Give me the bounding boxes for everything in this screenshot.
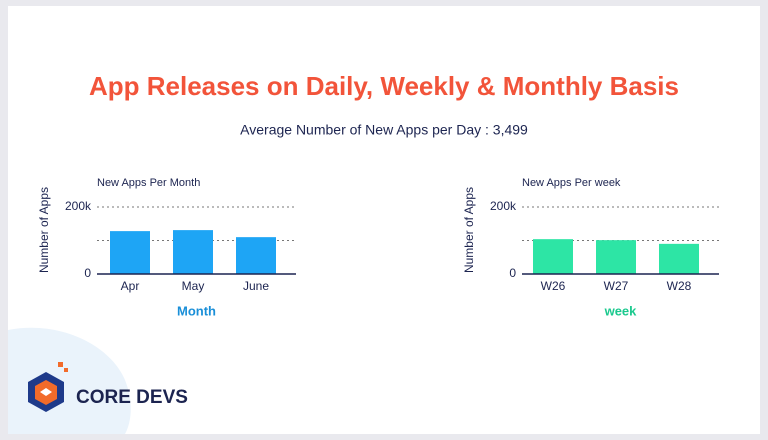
chart-title: New Apps Per week — [522, 177, 621, 189]
x-tick-label: May — [182, 279, 205, 293]
x-tick-label: W28 — [667, 279, 692, 293]
chart-title: New Apps Per Month — [97, 177, 200, 189]
logo-text: CORE DEVS — [76, 387, 188, 408]
logo: CORE DEVS — [28, 362, 188, 412]
x-tick-label: W27 — [604, 279, 629, 293]
y-axis-title: Number of Apps — [37, 187, 51, 273]
x-tick-label: June — [243, 279, 269, 293]
page-subtitle: Average Number of New Apps per Day : 3,4… — [240, 122, 528, 138]
x-tick-label: W26 — [541, 279, 566, 293]
y-tick-label: 200k — [65, 199, 92, 213]
frame — [8, 6, 760, 434]
y-tick-label: 0 — [509, 266, 516, 280]
bar — [110, 231, 150, 274]
x-tick-label: Apr — [121, 279, 140, 293]
bar — [236, 237, 276, 274]
bar — [659, 243, 699, 274]
bar — [596, 240, 636, 274]
y-tick-label: 200k — [490, 199, 517, 213]
logo-dot — [58, 362, 63, 367]
y-tick-label: 0 — [84, 266, 91, 280]
x-axis-title: week — [604, 303, 638, 318]
bar — [173, 230, 213, 274]
bar — [533, 239, 573, 274]
page-title: App Releases on Daily, Weekly & Monthly … — [89, 71, 679, 101]
x-axis-title: Month — [177, 303, 216, 318]
y-axis-title: Number of Apps — [462, 187, 476, 273]
logo-dot — [64, 368, 68, 372]
logo-center — [40, 388, 52, 396]
